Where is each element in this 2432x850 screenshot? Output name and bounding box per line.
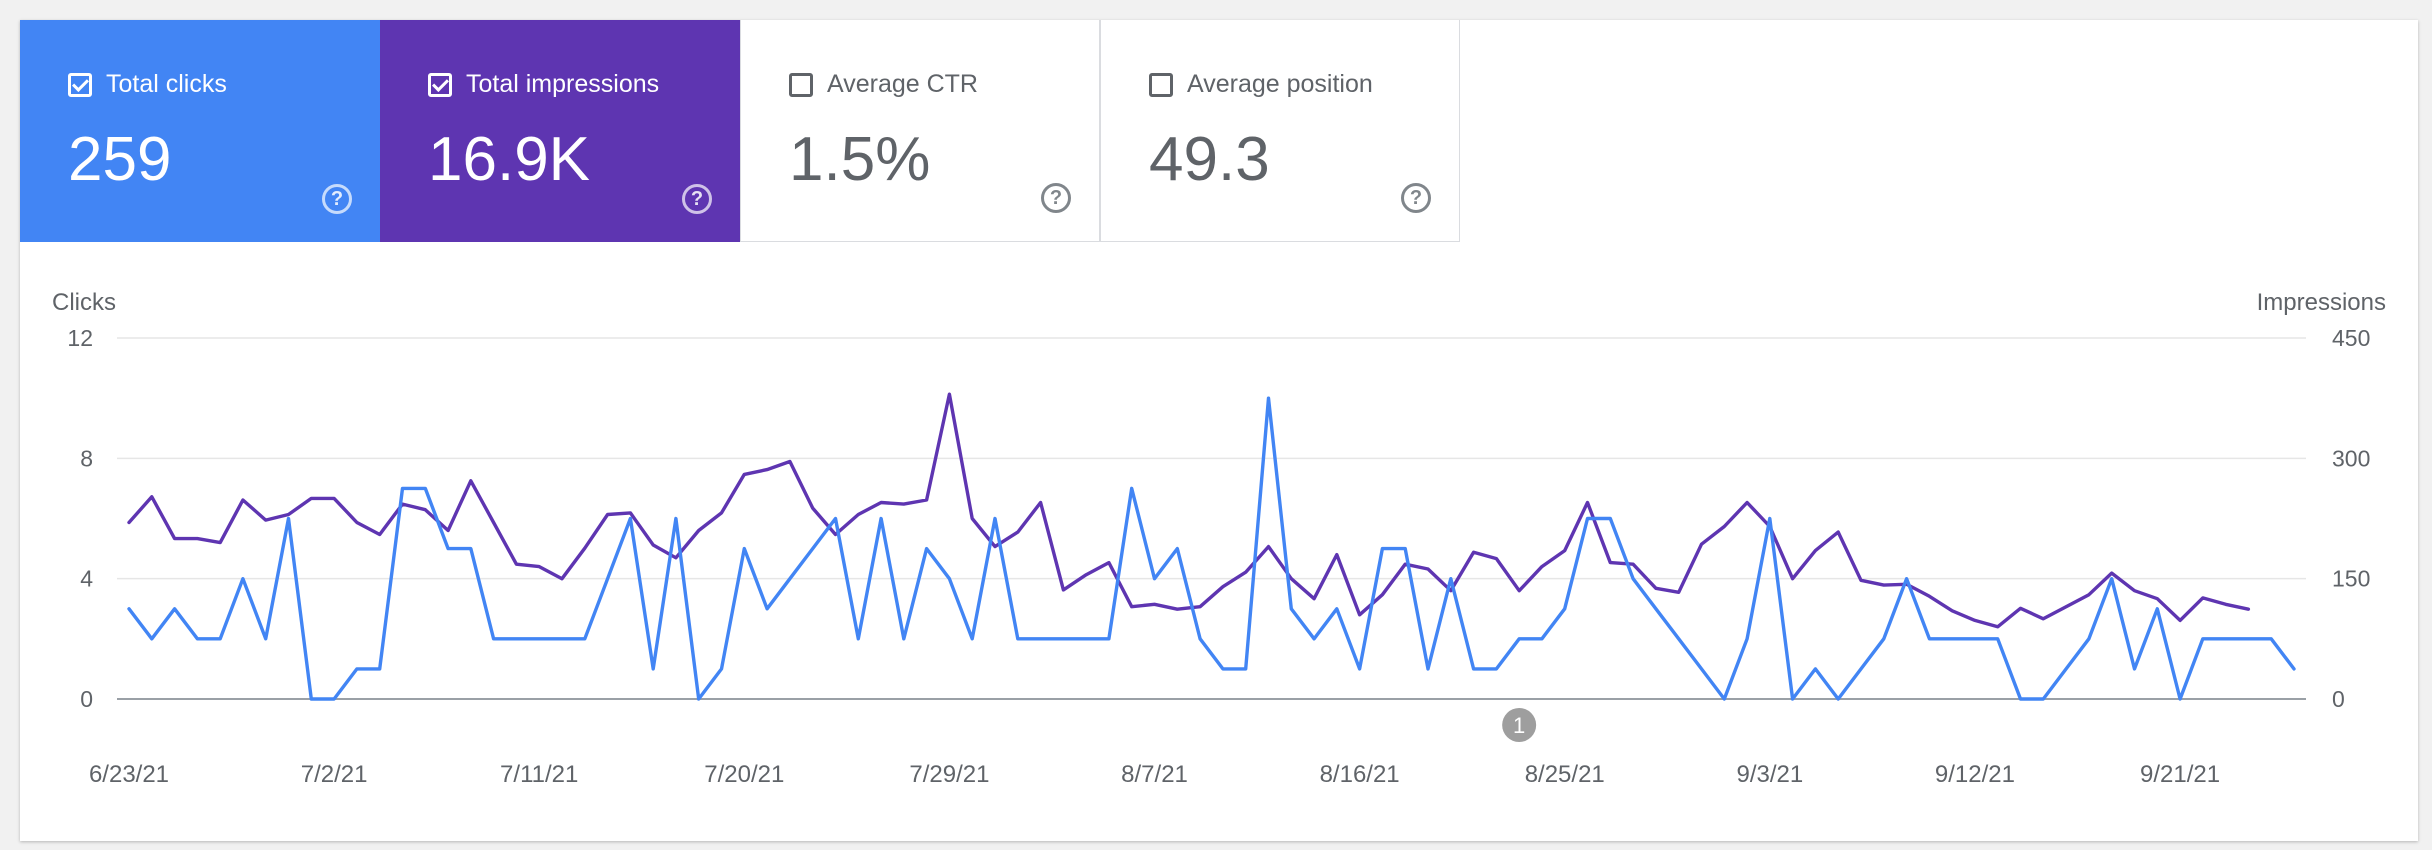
date-tick-label: 7/11/21 (500, 761, 578, 788)
axis-ticks: 12 450 8 300 4 150 0 0 (67, 325, 2370, 712)
chart-gridlines (117, 337, 2306, 700)
average-ctr-tile[interactable]: Average CTR 1.5% ? (740, 20, 1100, 242)
date-tick-label: 8/25/21 (1525, 761, 1605, 788)
annotation-label: 1 (1513, 713, 1525, 738)
performance-chart: Clicks Impressions 12 450 8 300 4 150 0 0 6/23/… (52, 289, 2386, 788)
average-position-checkbox[interactable] (1149, 72, 1173, 97)
clicks-series-line (127, 396, 2296, 701)
annotation-badge[interactable] (1502, 708, 1537, 742)
date-axis-labels: 6/23/21 7/2/21 7/11/21 7/20/21 7/29/21 8/7/21… (89, 761, 2220, 788)
metric-tiles: Total clicks 259 ? Total impressions 16.… (20, 20, 1460, 242)
clicks-tick-label: 0 (80, 686, 93, 712)
help-icon[interactable]: ? (682, 184, 712, 214)
impressions-tick-label: 0 (2332, 686, 2345, 712)
impressions-tick-label: 150 (2332, 566, 2370, 592)
total-clicks-value: 259 (68, 125, 172, 194)
total-impressions-tile[interactable]: Total impressions 16.9K ? (380, 20, 740, 242)
date-tick-label: 9/21/21 (2140, 761, 2220, 788)
date-tick-label: 8/7/21 (1121, 761, 1188, 788)
help-icon[interactable]: ? (1401, 183, 1431, 213)
total-impressions-checkbox[interactable] (428, 72, 452, 97)
total-clicks-checkbox[interactable] (68, 72, 92, 97)
clicks-tick-label: 12 (67, 325, 93, 351)
annotation-marker[interactable]: 1 (1502, 708, 1537, 742)
date-tick-label: 9/3/21 (1736, 761, 1803, 788)
impressions-tick-label: 300 (2332, 445, 2370, 471)
clicks-tick-label: 4 (80, 566, 93, 592)
total-impressions-label: Total impressions (466, 70, 660, 98)
average-ctr-label: Average CTR (827, 70, 978, 98)
help-icon[interactable]: ? (322, 184, 352, 214)
performance-card: Total clicks 259 ? Total impressions 16.… (20, 20, 2418, 841)
average-position-value: 49.3 (1149, 125, 1270, 194)
date-tick-label: 8/16/21 (1320, 761, 1400, 788)
total-clicks-label: Total clicks (106, 70, 227, 98)
average-ctr-checkbox[interactable] (789, 72, 813, 97)
impressions-axis-title: Impressions (2257, 289, 2386, 316)
date-tick-label: 7/2/21 (301, 761, 368, 788)
total-impressions-value: 16.9K (428, 125, 591, 194)
average-position-label: Average position (1187, 70, 1373, 98)
help-icon[interactable]: ? (1041, 183, 1071, 213)
date-tick-label: 7/20/21 (704, 761, 784, 788)
date-tick-label: 9/12/21 (1935, 761, 2015, 788)
clicks-axis-title: Clicks (52, 289, 116, 316)
average-position-tile[interactable]: Average position 49.3 ? (1100, 20, 1460, 242)
impressions-series-line (127, 392, 2251, 629)
date-tick-label: 6/23/21 (89, 761, 169, 788)
impressions-tick-label: 450 (2332, 325, 2370, 351)
total-clicks-tile[interactable]: Total clicks 259 ? (20, 20, 380, 242)
date-tick-label: 7/29/21 (909, 761, 989, 788)
clicks-tick-label: 8 (80, 445, 93, 471)
chart-series (127, 392, 2296, 701)
average-ctr-value: 1.5% (789, 125, 931, 194)
